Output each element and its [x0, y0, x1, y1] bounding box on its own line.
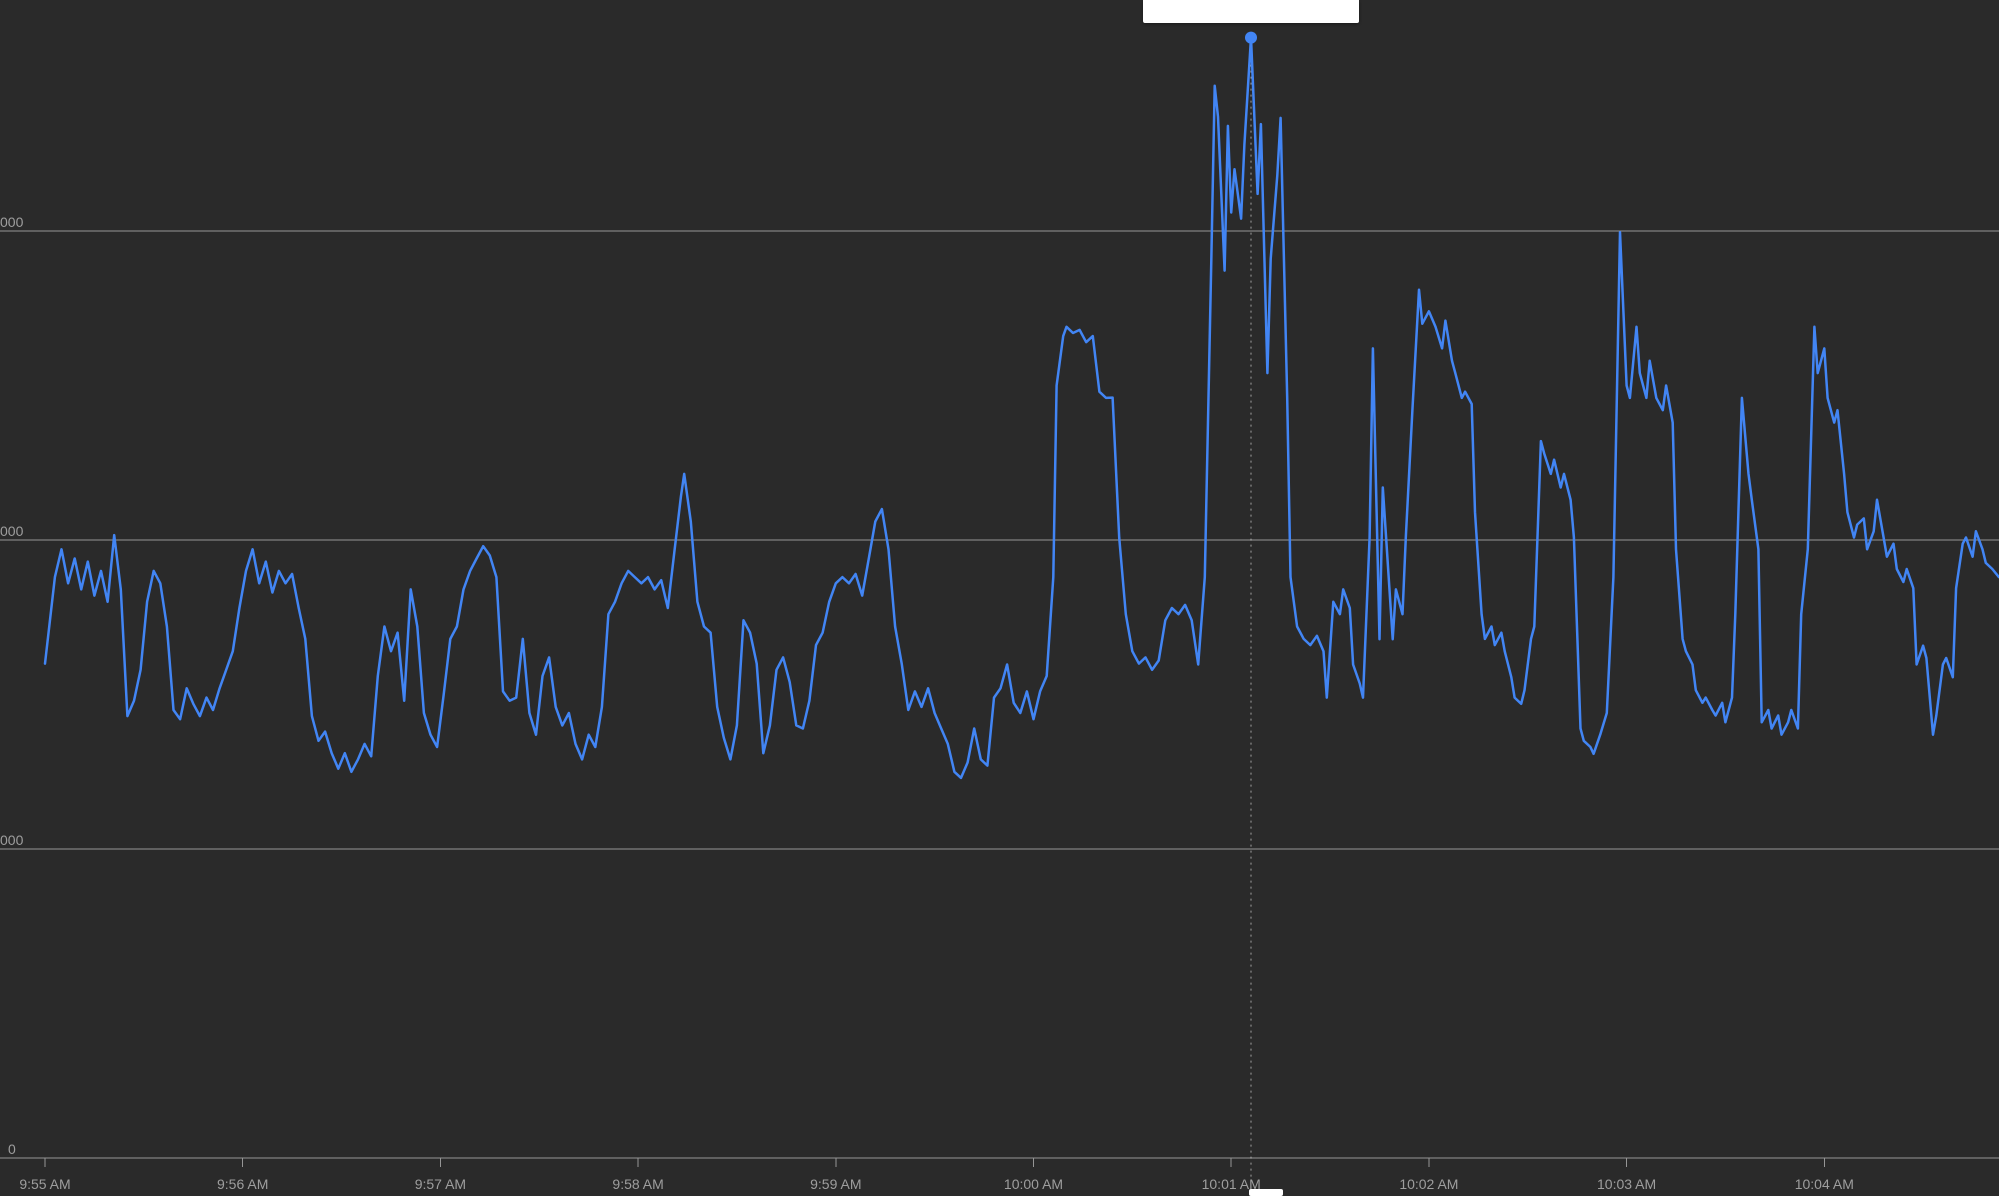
chart-line[interactable] [43, 36, 1999, 780]
x-axis-label: 10:03 AM [1597, 1176, 1657, 1192]
y-axis-label: 000 [0, 523, 24, 539]
hover-tooltip [1142, 0, 1359, 23]
crosshair-bottom-marker[interactable] [1248, 1189, 1283, 1196]
x-axis-label: 10:02 AM [1399, 1176, 1459, 1192]
x-axis-label: 9:58 AM [612, 1176, 664, 1192]
x-axis-label: 9:56 AM [217, 1176, 269, 1192]
highlight-marker[interactable] [1245, 31, 1257, 44]
x-axis-label: 10:00 AM [1003, 1176, 1064, 1192]
x-axis-label: 10:04 AM [1794, 1176, 1854, 1192]
x-axis-label: 9:59 AM [810, 1176, 862, 1192]
y-axis-label: 000 [0, 832, 24, 848]
x-axis-label: 9:55 AM [19, 1176, 71, 1192]
x-axis-label: 9:57 AM [414, 1176, 467, 1192]
y-axis-label: 000 [0, 214, 24, 230]
x-axis-label: 10:01 AM [1201, 1176, 1261, 1192]
y-axis-label: 0 [8, 1141, 16, 1157]
